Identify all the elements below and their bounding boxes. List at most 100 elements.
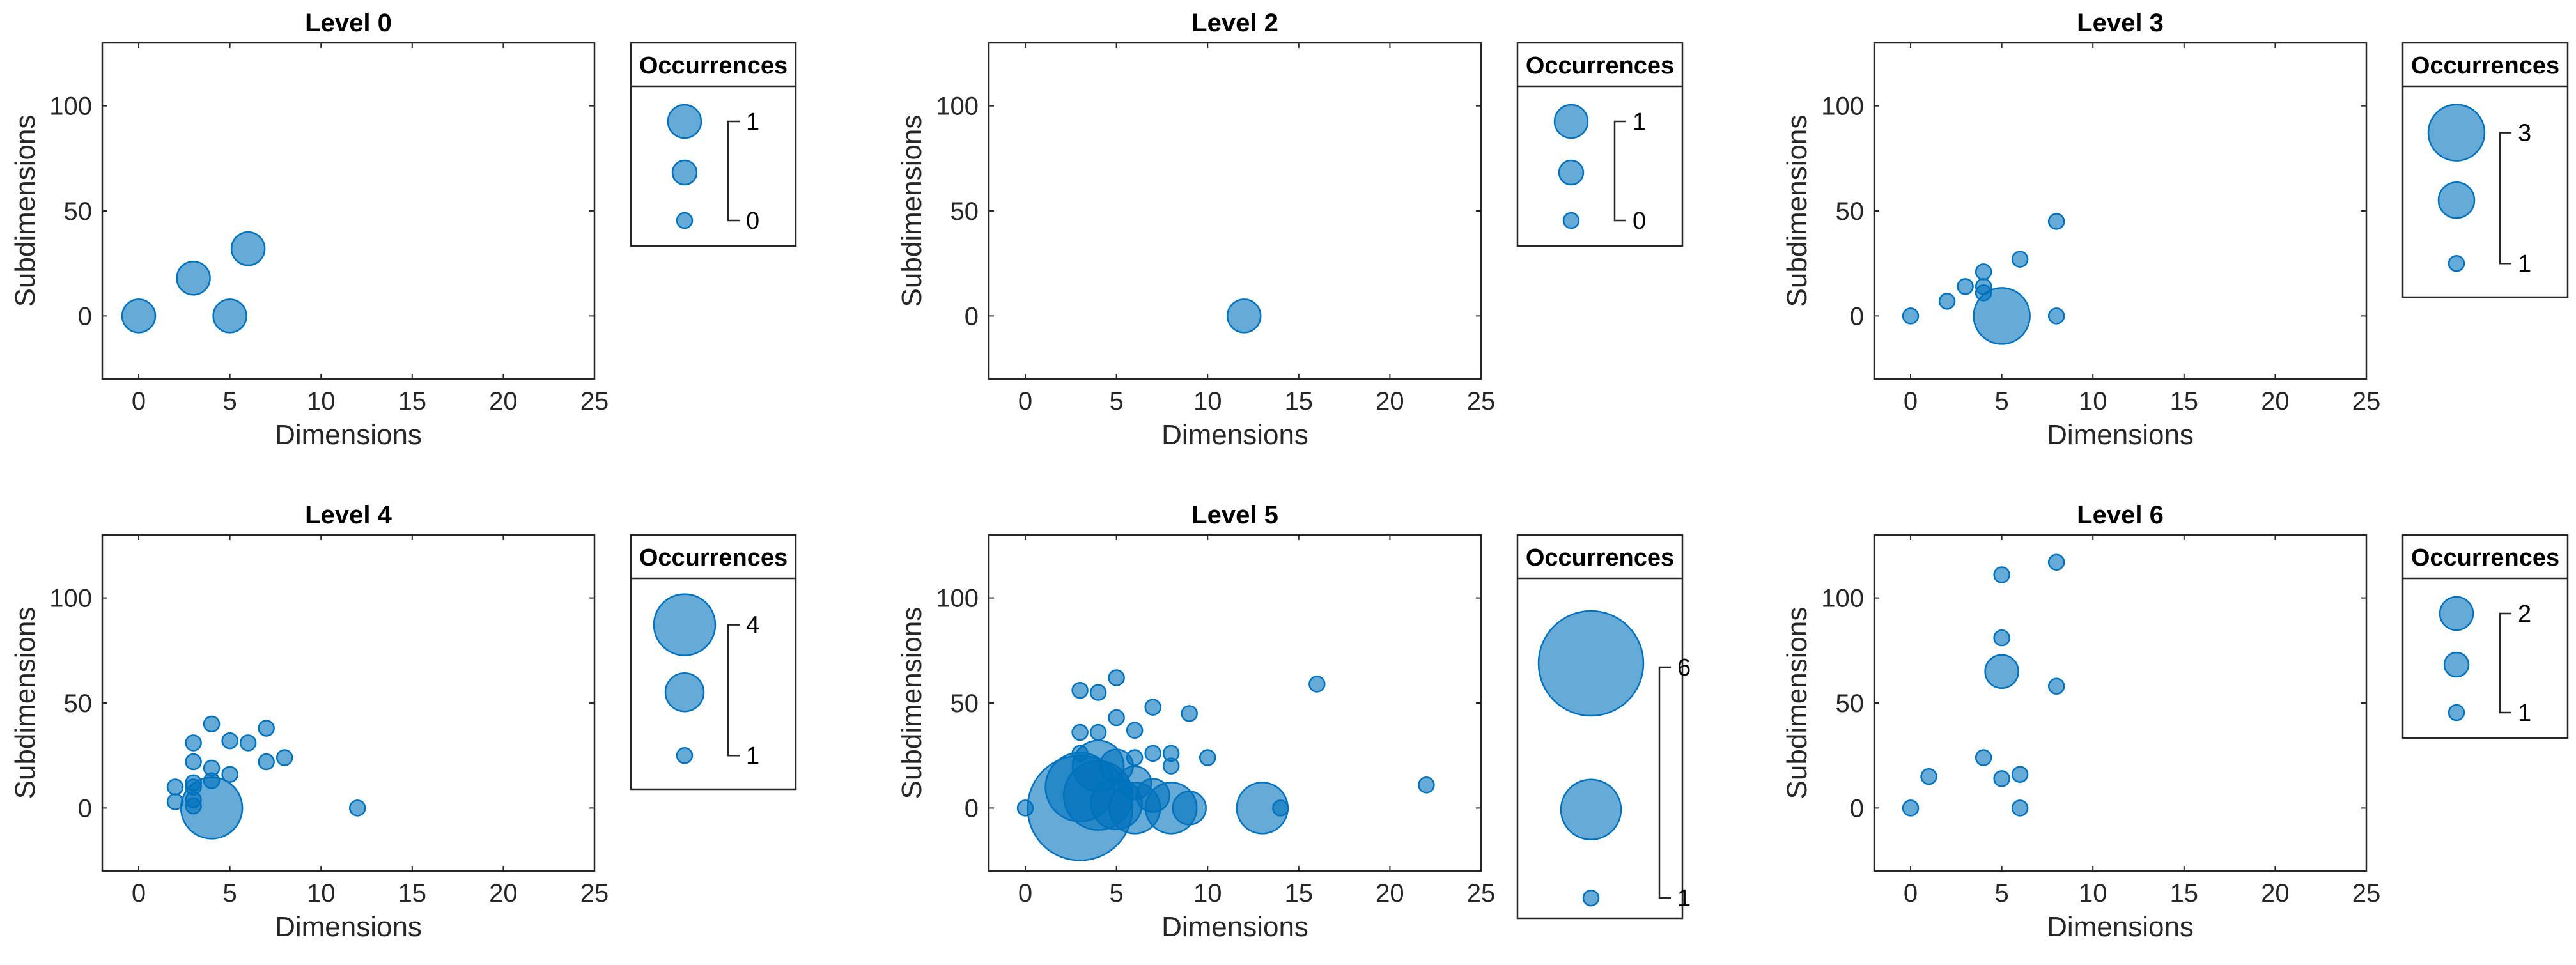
data-point	[1993, 770, 2010, 787]
data-point	[1162, 757, 1180, 775]
legend-box	[2401, 42, 2569, 298]
x-axis-label: Dimensions	[1161, 419, 1308, 451]
data-point	[203, 772, 221, 789]
x-tick-label: 20	[489, 387, 518, 415]
legend: Occurrences 2 1	[2401, 534, 2569, 739]
x-tick-label: 10	[2079, 387, 2107, 415]
x-axis-label: Dimensions	[1161, 911, 1308, 943]
legend-bubble	[667, 104, 702, 139]
data-point	[1973, 287, 2031, 345]
x-tick-label: 5	[223, 387, 237, 415]
y-tick-label: 100	[1821, 93, 1864, 121]
data-point	[185, 753, 202, 771]
data-point	[1172, 791, 1207, 826]
data-point	[1920, 768, 1937, 785]
x-tick-label: 25	[580, 387, 609, 415]
panel-level-6: Level 6 0 5 10 15 20 25 0 50 100 Dimensions Subdime…	[1781, 501, 2569, 943]
y-tick-label: 50	[950, 197, 979, 226]
x-tick-label: 0	[1904, 387, 1918, 415]
data-point	[1993, 629, 2010, 647]
x-tick-label: 0	[1904, 879, 1918, 907]
data-point	[2047, 677, 2065, 695]
data-point	[1089, 684, 1107, 701]
legend: Occurrences 4 1	[630, 534, 797, 791]
x-tick-label: 5	[1995, 387, 2009, 415]
legend-bubble	[671, 159, 698, 186]
x-tick-label: 20	[1376, 879, 1404, 907]
data-point	[1272, 799, 1289, 817]
data-point	[1957, 278, 1974, 295]
legend-bracket	[2499, 132, 2511, 265]
y-tick-label: 100	[1821, 585, 1864, 613]
panel-level-0: Level 00 5 10 15 20 25050100DimensionsSubdime…	[10, 9, 797, 451]
x-tick-label: 5	[223, 879, 237, 907]
y-tick-label: 0	[1850, 794, 1864, 822]
data-point	[212, 298, 247, 334]
legend-title: Occurrences	[2411, 52, 2559, 79]
legend-bracket	[727, 120, 740, 222]
data-point	[1938, 293, 1956, 310]
legend: Occurrences 1 0	[1516, 42, 1684, 247]
legend-box	[630, 42, 797, 247]
data-point	[185, 734, 202, 752]
legend-bubble	[2439, 596, 2474, 631]
legend: Occurrences 1 0	[630, 42, 797, 247]
x-tick-label: 25	[1467, 879, 1496, 907]
x-tick-label: 15	[1285, 879, 1314, 907]
x-tick-label: 15	[1285, 387, 1314, 415]
chart-title: Level 0	[305, 9, 392, 37]
legend-title: Occurrences	[1526, 52, 1674, 79]
legend-bubble	[1553, 104, 1589, 139]
y-tick-label: 0	[965, 302, 979, 330]
legend-bubble	[1582, 889, 1600, 907]
y-tick-label: 0	[78, 794, 92, 822]
legend-min-label: 1	[2518, 700, 2531, 727]
legend-bracket	[1658, 666, 1671, 899]
data-point	[1108, 669, 1125, 686]
x-tick-label: 0	[132, 387, 146, 415]
legend-max-label: 2	[2518, 601, 2531, 628]
legend: Occurrences 6 1	[1516, 534, 1691, 920]
legend-bracket	[2499, 612, 2511, 714]
chart-title: Level 3	[2077, 9, 2164, 37]
chart-title: Level 4	[305, 501, 392, 529]
legend-bubble	[676, 212, 694, 229]
legend-bubble	[664, 672, 705, 713]
data-point	[1984, 654, 2019, 689]
panel-level-2: Level 20 5 10 15 20 25050100DimensionsSubdime…	[896, 9, 1684, 451]
bubbles	[1902, 553, 2065, 817]
data-point	[185, 797, 202, 815]
data-point	[1135, 778, 1170, 813]
x-tick-label: 0	[1018, 879, 1032, 907]
legend-bubble	[1558, 159, 1585, 186]
plot-area	[1873, 42, 2368, 380]
data-point	[258, 753, 275, 771]
data-point	[1902, 307, 1920, 325]
x-tick-label: 15	[2170, 387, 2199, 415]
data-point	[166, 793, 184, 810]
legend-box	[2401, 534, 2569, 739]
legend-title: Occurrences	[639, 544, 788, 571]
legend-max-label: 3	[2518, 120, 2531, 147]
panel-level-5: Level 5 0 5 10 15 20 25 0 50 100 Dimensions Subdime…	[896, 501, 1691, 943]
data-point	[230, 231, 266, 266]
data-point	[121, 298, 157, 334]
x-axis-label: Dimensions	[275, 419, 422, 451]
x-tick-label: 15	[2170, 879, 2199, 907]
plot-area	[988, 534, 1482, 872]
x-tick-label: 20	[1376, 387, 1404, 415]
data-point	[2047, 307, 2065, 325]
y-tick-label: 50	[64, 690, 93, 718]
legend-bubble	[1560, 778, 1622, 841]
y-axis-label: Subdimensions	[10, 607, 41, 799]
x-tick-label: 0	[132, 879, 146, 907]
data-point	[1089, 723, 1107, 741]
y-tick-label: 50	[64, 197, 93, 226]
data-point	[166, 778, 184, 796]
x-tick-label: 10	[307, 879, 336, 907]
data-point	[275, 749, 293, 766]
chart-title: Level 2	[1191, 9, 1278, 37]
chart-title: Level 5	[1191, 501, 1278, 529]
x-tick-label: 10	[2079, 879, 2107, 907]
